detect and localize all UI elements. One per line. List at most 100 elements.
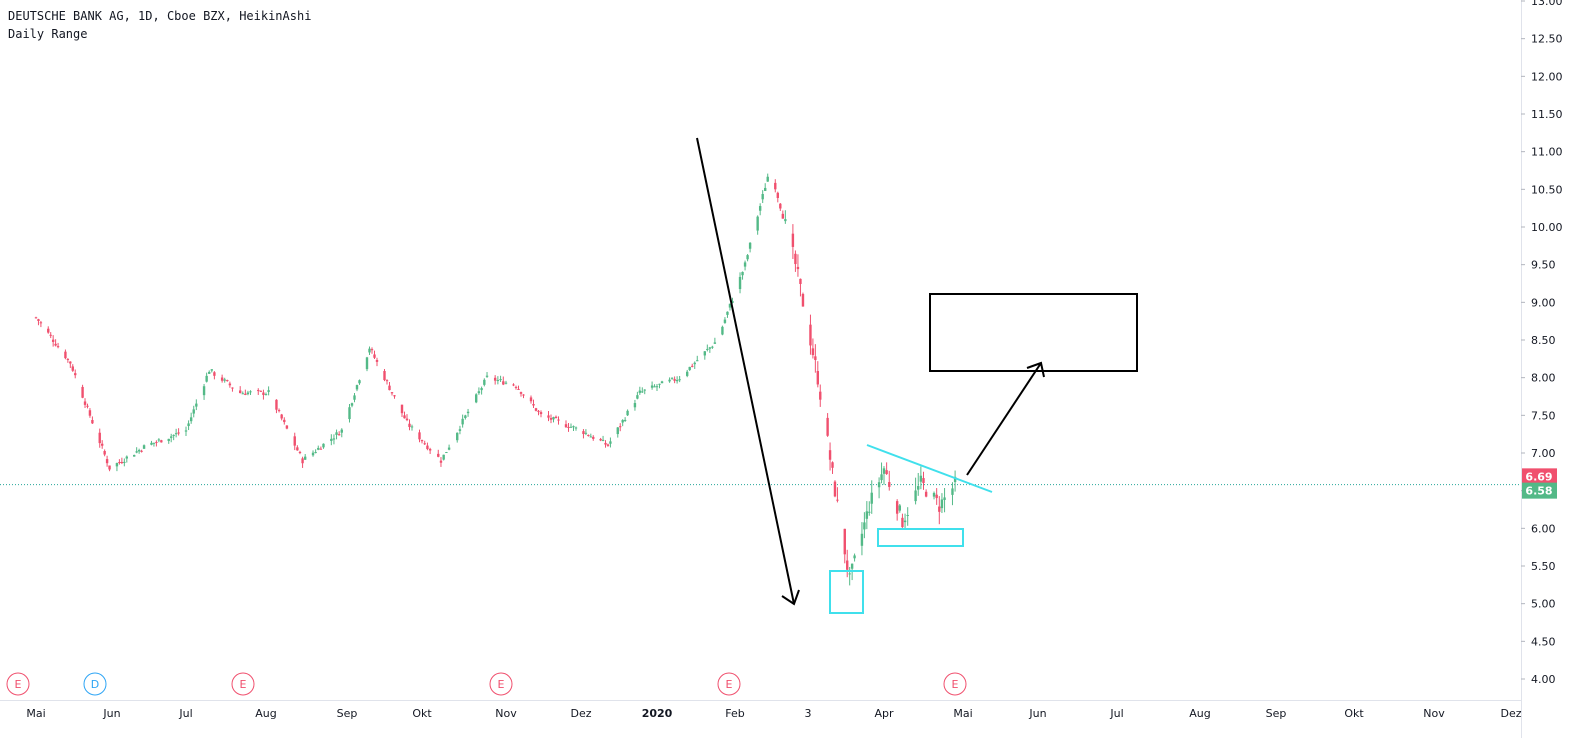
candle [86,403,89,409]
candle [49,332,52,339]
candle [529,395,533,404]
candle [202,383,206,400]
earnings-event-marker[interactable]: E [717,672,741,696]
resistance-trendline[interactable] [866,444,993,493]
candle [477,387,481,395]
candle [228,381,232,388]
candle [567,423,570,432]
svg-text:6.58: 6.58 [1525,485,1552,498]
candle [953,470,957,492]
candle [445,451,448,454]
candle [172,434,175,441]
candle [385,379,389,385]
candle [319,446,323,450]
candle [187,420,190,431]
price-axis[interactable]: 4.004.505.005.506.006.507.007.508.008.50… [1521,0,1563,686]
drawings-layer[interactable] [696,137,1138,614]
candle [888,470,891,491]
down-trend-arrow-line[interactable] [696,137,795,605]
earnings-event-marker[interactable]: E [231,672,255,696]
candle [764,183,767,192]
candle [693,361,696,369]
candle [322,443,325,449]
candle [604,440,607,448]
earnings-event-marker[interactable]: E [6,672,30,696]
candle [537,409,540,416]
candle [723,317,727,324]
down-arrow-head [781,589,800,606]
candle [781,210,785,219]
candle [691,363,694,368]
earnings-event-marker[interactable]: E [489,672,513,696]
candle [105,455,109,467]
candle [426,442,429,451]
candle [280,413,283,421]
candle [670,377,674,380]
candle [81,384,84,399]
candle [353,393,356,403]
target-zone-rectangle[interactable] [929,293,1138,372]
low-highlight-box[interactable] [829,570,864,614]
candle [170,433,173,443]
candle [539,410,543,418]
candle [653,384,656,388]
earnings-event-marker[interactable]: E [943,672,967,696]
candle [238,386,242,394]
y-tick-label: 7.00 [1531,447,1556,460]
candle [643,389,646,395]
up-target-arrow-line[interactable] [966,362,1042,476]
candle [549,414,553,424]
candle [125,455,128,463]
dividend-event-marker[interactable]: D [83,672,107,696]
candle [522,394,525,399]
candle [688,366,691,371]
candle [480,386,483,395]
support-highlight-box[interactable] [877,528,964,547]
time-axis[interactable]: Mai Jun Jul Aug Sep Okt Nov Dez 2020 Feb 3 Apr Mai Ju… [26,707,1521,720]
candle [330,434,333,446]
candle [373,350,376,360]
candle [843,528,846,564]
candle [924,489,928,498]
candle [64,349,67,360]
candle [277,408,281,413]
candle [726,311,729,318]
candle [882,466,886,485]
svg-text:E: E [240,678,247,691]
x-tick-label: Aug [255,707,276,720]
candle [246,390,250,396]
candle [943,488,946,513]
candle [791,224,795,259]
candle [301,456,304,468]
candle [348,403,351,423]
candle [69,361,72,368]
candle [303,454,307,460]
svg-text:E: E [15,678,22,691]
candle [589,433,593,438]
candle [456,432,459,443]
candle [919,466,923,490]
candle [39,320,43,328]
candle [660,380,664,384]
candle [493,375,497,385]
candle [784,210,787,224]
candle [831,461,834,474]
candle [517,385,520,391]
y-tick-label: 10.00 [1531,221,1563,234]
candle [846,549,849,578]
y-tick-label: 10.50 [1531,183,1563,196]
svg-text:E: E [726,678,733,691]
candle [262,389,265,400]
candle [283,417,286,425]
x-tick-label: Mai [26,707,45,720]
candle [123,458,126,467]
candle [244,389,247,396]
candle [118,459,121,465]
candles-layer [34,173,957,586]
candle [410,424,414,431]
candle [226,379,229,382]
candle [98,428,101,448]
candle [370,347,374,354]
